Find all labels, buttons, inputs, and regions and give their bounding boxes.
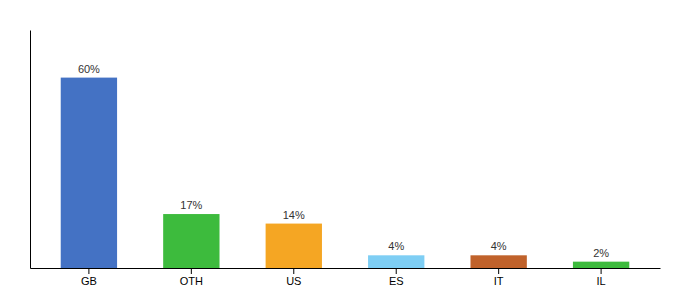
bar — [61, 78, 117, 268]
bar — [266, 224, 322, 268]
x-tick: OTH — [180, 268, 203, 287]
data-label: 14% — [283, 209, 305, 221]
x-tick: GB — [81, 268, 97, 287]
x-tick: IT — [494, 268, 504, 287]
bar — [368, 255, 424, 268]
y-axis-line — [30, 31, 31, 269]
data-label: 4% — [388, 240, 404, 252]
x-tick: IL — [597, 268, 606, 287]
x-tick-label: IL — [597, 275, 606, 287]
bar — [573, 262, 629, 268]
x-tick-mark — [396, 268, 397, 274]
y-axis — [30, 31, 31, 269]
plot: 60% 17% 14% 4% 4% 2% GB OTH US ES IT IL — [31, 31, 661, 287]
x-tick-label: ES — [389, 275, 404, 287]
x-tick-label: US — [286, 275, 301, 287]
data-label: 4% — [491, 240, 507, 252]
x-tick-label: IT — [494, 275, 504, 287]
x-tick-mark — [293, 268, 294, 274]
data-label: 17% — [180, 199, 202, 211]
bars — [61, 78, 630, 268]
x-axis-line — [31, 268, 661, 269]
x-axis: GB OTH US ES IT IL — [31, 268, 661, 287]
x-tick-mark — [191, 268, 192, 274]
chart: 60% 17% 14% 4% 4% 2% GB OTH US ES IT IL — [0, 0, 680, 300]
data-label: 60% — [78, 63, 100, 75]
x-tick-label: OTH — [180, 275, 203, 287]
x-tick-label: GB — [81, 275, 97, 287]
bar — [470, 255, 526, 268]
bar — [163, 214, 219, 268]
x-tick: ES — [389, 268, 404, 287]
x-tick: US — [286, 268, 301, 287]
x-tick-mark — [601, 268, 602, 274]
x-tick-mark — [88, 268, 89, 274]
x-tick-mark — [498, 268, 499, 274]
data-label: 2% — [593, 247, 609, 259]
data-labels: 60% 17% 14% 4% 4% 2% — [78, 63, 609, 259]
